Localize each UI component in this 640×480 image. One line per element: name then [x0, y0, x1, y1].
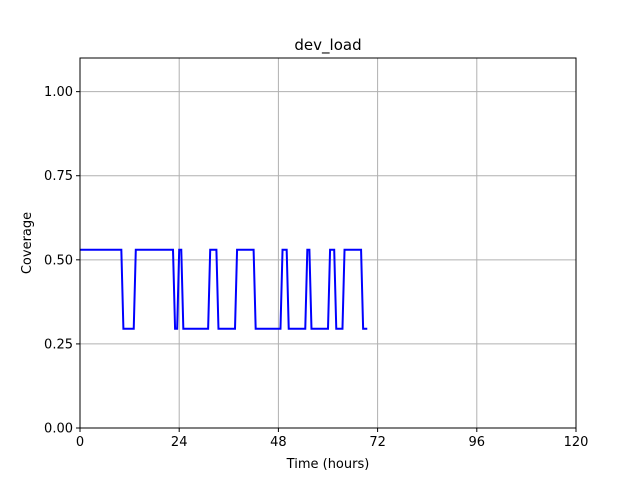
- y-tick-label: 0.25: [44, 337, 73, 352]
- y-tick-label: 0.00: [44, 422, 73, 437]
- y-tick-label: 1.00: [44, 85, 73, 100]
- x-tick-label: 0: [76, 435, 84, 450]
- chart-title: dev_load: [294, 36, 361, 55]
- x-axis-label: Time (hours): [286, 457, 370, 472]
- plot-frame: [79, 57, 577, 429]
- x-tick-label: 72: [369, 435, 386, 450]
- x-tick-label: 24: [171, 435, 188, 450]
- x-tick-label: 96: [469, 435, 486, 450]
- grid: [79, 58, 577, 429]
- y-tick-label: 0.75: [44, 169, 73, 184]
- ticks: 0 24 48 72 96 120 0.00 0.25 0.50 0.75 1.00: [44, 85, 588, 450]
- y-tick-label: 0.50: [44, 253, 73, 268]
- series-layer: [80, 248, 368, 330]
- series-line: [80, 248, 368, 330]
- x-tick-label: 120: [564, 435, 589, 450]
- x-tick-label: 48: [270, 435, 287, 450]
- y-axis-label: Coverage: [20, 212, 35, 274]
